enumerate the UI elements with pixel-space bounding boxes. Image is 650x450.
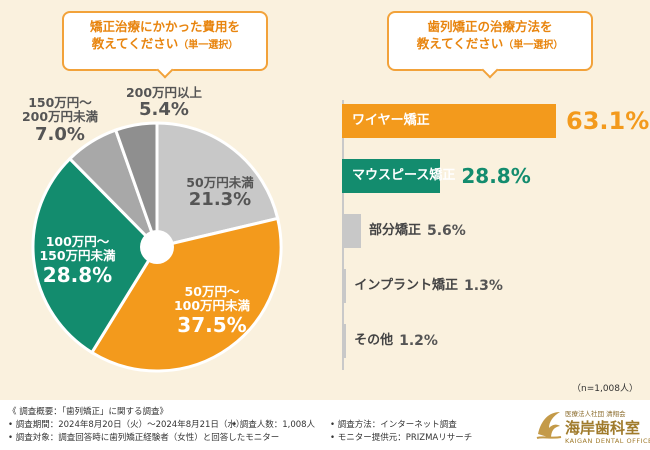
pie-slice-0 [155, 121, 280, 249]
question-cost-sub: （単一選択） [178, 40, 239, 51]
pie-slice-2 [31, 156, 159, 355]
bar-row-1: マウスピース矯正 28.8% [342, 159, 642, 193]
bar-label-4: その他 [354, 333, 394, 348]
bar-value-0: 63.1% [566, 107, 650, 135]
bar-label-3: インプラント矯正 [354, 278, 459, 293]
footer-summary: 《 調査概要：「歯列矯正」に関する調査》 [8, 407, 168, 417]
pie-label-150-200: 150万円～ 200万円未満 7.0% [10, 95, 110, 145]
logo-corporation: 医療法人社団 清翔会 [565, 410, 626, 418]
footer-period: • 調査期間：2024年8月20日（火）～2024年8月21日（水） [8, 420, 245, 430]
question-method-sub: （単一選択） [503, 40, 564, 51]
bar-value-4: 1.2% [399, 333, 438, 349]
cost-pie-chart [31, 121, 283, 373]
pie-slice-value: 5.4% [139, 99, 189, 121]
bar-row-3: インプラント矯正 1.3% [342, 269, 642, 303]
question-cost-line1: 矯正治療にかかった費用を [89, 19, 240, 34]
bar-3 [342, 269, 347, 303]
bar-2 [342, 214, 361, 248]
pie-slice-name: 150万円～ 200万円未満 [21, 95, 99, 125]
question-cost-line2: 教えてください [91, 36, 179, 51]
pie-slice-value: 21.3% [188, 189, 252, 211]
bar-4 [342, 324, 347, 358]
bar-value-3: 1.3% [464, 278, 503, 294]
bar-1 [342, 159, 440, 193]
footer-provider: • モニター提供元：PRIZMAリサーチ [330, 433, 473, 443]
bar-label-1: マウスピース矯正 [352, 168, 456, 183]
pie-center-hole [140, 230, 174, 264]
question-box-method: 歯列矯正の治療方法を 教えてください（単一選択） [387, 11, 593, 71]
bar-label-0: ワイヤー矯正 [352, 113, 430, 128]
bar-row-2: 部分矯正 5.6% [342, 214, 642, 248]
pie-label-50-100: 50万円～ 100万円未満 37.5% [152, 284, 272, 337]
pie-label-over-200: 200万円以上 5.4% [118, 85, 210, 121]
footer-people: • 調査人数：1,008人 [232, 420, 316, 430]
pie-slice-1 [89, 216, 283, 373]
pie-slice-name: 50万円～ 100万円未満 [173, 284, 251, 314]
pie-slice-4 [113, 121, 159, 248]
logo-wave-icon [536, 412, 562, 439]
pie-slice-name: 100万円～ 150万円未満 [39, 234, 116, 264]
bar-row-4: その他 1.2% [342, 324, 642, 358]
bar-value-1: 28.8% [461, 164, 531, 188]
pie-label-under-50: 50万円未満 21.3% [170, 175, 270, 211]
logo-clinic-name: 海岸歯科室 [565, 419, 641, 437]
pie-slice-name: 200万円以上 [125, 85, 203, 100]
pie-slice-value: 37.5% [177, 312, 247, 337]
question-method-line1: 歯列矯正の治療方法を [427, 19, 553, 34]
pie-label-100-150: 100万円～ 150万円未満 28.8% [30, 234, 125, 287]
question-method-line2: 教えてください [416, 36, 504, 51]
bar-row-0: ワイヤー矯正 63.1% [342, 104, 649, 138]
bar-0 [342, 104, 556, 138]
pie-slice-value: 7.0% [35, 123, 85, 145]
pie-slice-name: 50万円未満 [186, 175, 254, 190]
bar-label-2: 部分矯正 [368, 223, 421, 238]
footer-target: • 調査対象：調査回答時に歯列矯正経験者（女性）と回答したモニター [8, 433, 280, 443]
logo-english-name: KAIGAN DENTAL OFFICE [565, 437, 650, 445]
bar-value-2: 5.6% [427, 223, 466, 239]
pie-slice-value: 28.8% [42, 262, 113, 287]
question-box-cost: 矯正治療にかかった費用を 教えてください（単一選択） [62, 11, 268, 71]
sample-size-note: （n=1,008人） [571, 384, 638, 394]
footer-method: • 調査方法：インターネット調査 [330, 420, 457, 430]
